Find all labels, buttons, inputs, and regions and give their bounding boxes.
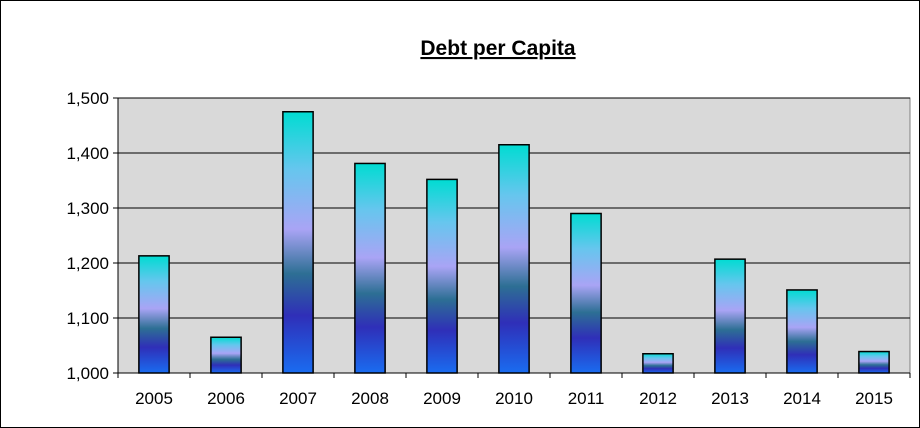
bar-2006 — [210, 336, 242, 374]
x-tick-label: 2012 — [639, 389, 677, 408]
axes — [113, 97, 911, 378]
bars — [138, 111, 890, 374]
y-tick-label: 1,300 — [66, 199, 109, 218]
x-tick-label: 2007 — [279, 389, 317, 408]
x-tick-label: 2008 — [351, 389, 389, 408]
bar-2005 — [138, 255, 170, 374]
x-tick-label: 2006 — [207, 389, 245, 408]
bar-2012 — [642, 353, 674, 374]
bar-2013 — [714, 258, 746, 374]
x-tick-label: 2005 — [135, 389, 173, 408]
y-tick-label: 1,000 — [66, 364, 109, 383]
x-tick-labels: 2005 2006 2007 2008 2009 2010 2011 2012 2013 2014… — [135, 389, 893, 408]
y-tick-labels: 1,000 1,100 1,200 1,300 1,400 1,500 — [66, 89, 109, 383]
bar-2009 — [426, 178, 458, 374]
x-tick-label: 2014 — [783, 389, 821, 408]
bar-2007 — [282, 111, 314, 374]
y-tick-label: 1,100 — [66, 309, 109, 328]
x-tick-label: 2011 — [568, 389, 605, 408]
bar-2014 — [786, 289, 818, 374]
y-tick-label: 1,400 — [66, 144, 109, 163]
y-tick-label: 1,500 — [66, 89, 109, 108]
bar-2010 — [498, 144, 530, 374]
x-tick-label: 2009 — [423, 389, 461, 408]
bar-2011 — [570, 212, 602, 374]
x-tick-label: 2013 — [711, 389, 749, 408]
bar-2008 — [354, 162, 386, 374]
chart-title: Debt per Capita — [420, 37, 576, 60]
y-tick-label: 1,200 — [66, 254, 109, 273]
x-tick-label: 2015 — [855, 389, 893, 408]
bar-2015 — [858, 350, 890, 374]
x-tick-label: 2010 — [495, 389, 533, 408]
